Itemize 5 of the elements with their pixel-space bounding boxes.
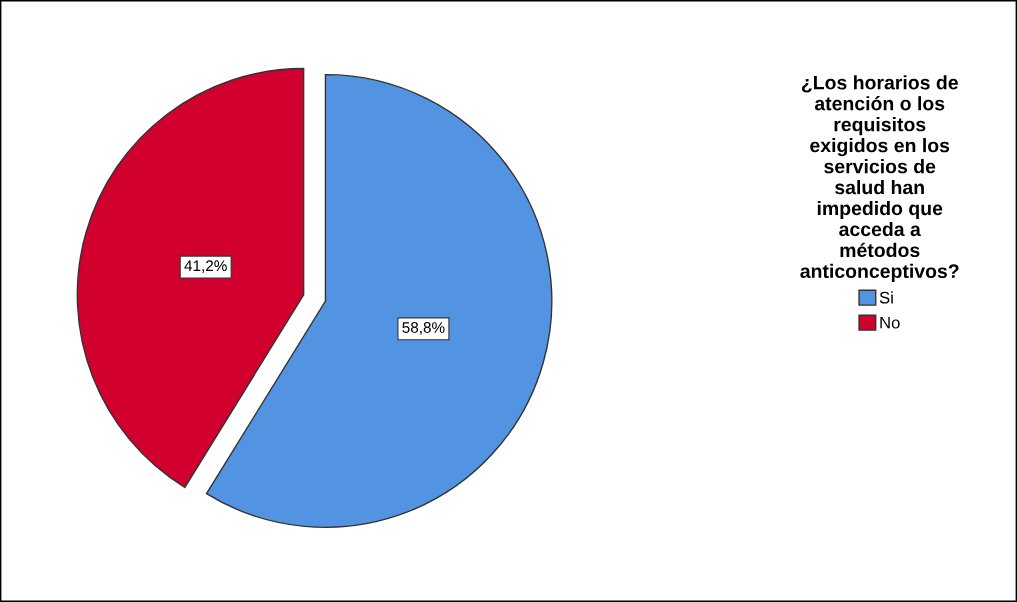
data-label: 41,2%	[184, 260, 227, 273]
text: ¿Los horarios de atención o los requisitos exigidos en los servicios de salud han impedido que acceda a métodos anticonceptivos?	[800, 75, 959, 282]
legend-label: Si	[879, 291, 893, 304]
data-label: 58,8%	[402, 322, 445, 335]
legend-label: No	[880, 316, 900, 329]
